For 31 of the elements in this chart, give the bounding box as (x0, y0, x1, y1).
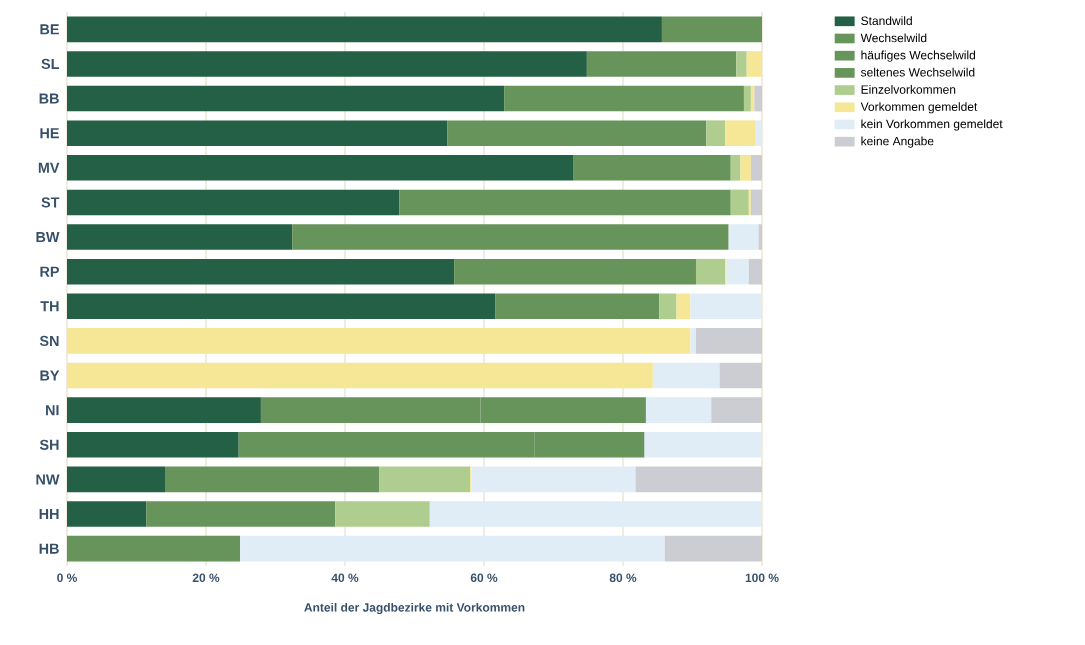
legend-label: Wechselwild (860, 33, 927, 43)
y-tick-label: SN (39, 335, 59, 347)
y-tick-label: ST (41, 197, 60, 208)
y-tick-label: RP (40, 266, 59, 277)
legend-label: Einzelvorkommen (861, 84, 956, 94)
y-tick-label: TH (40, 301, 59, 312)
legend-label: keine Angabe (861, 136, 934, 148)
legend-label: Standwild (861, 16, 912, 26)
x-tick-label: 100 % (745, 573, 779, 583)
y-tick-label: SL (41, 58, 60, 70)
y-tick-label: HE (40, 128, 59, 139)
x-tick-label: 60 % (470, 573, 498, 583)
y-tick-label: NI (46, 405, 59, 416)
legend-label: kein Vorkommen gemeldet (861, 119, 1003, 131)
y-tick-label: HH (39, 509, 59, 520)
y-tick-label: BY (40, 370, 60, 381)
y-tick-label: NW (36, 474, 60, 485)
y-tick-label: BB (39, 93, 59, 104)
legend-label: häufiges Wechselwild (861, 50, 975, 62)
x-tick-label: 20 % (192, 573, 220, 583)
y-tick-label: MV (38, 162, 60, 173)
x-axis-title: Anteil der Jagdbezirke mit Vorkommen (304, 602, 525, 615)
y-tick-label: HB (39, 543, 59, 554)
x-tick-label: 80 % (609, 573, 637, 583)
legend-label: Vorkommen gemeldet (860, 102, 978, 114)
x-tick-label: 40 % (331, 573, 359, 583)
x-tick-label: 0 % (57, 573, 78, 583)
y-tick-label: BE (40, 24, 59, 35)
y-tick-label: SH (39, 439, 59, 450)
y-tick-label: BW (36, 232, 60, 243)
legend-label: seltenes Wechselwild (860, 67, 975, 77)
